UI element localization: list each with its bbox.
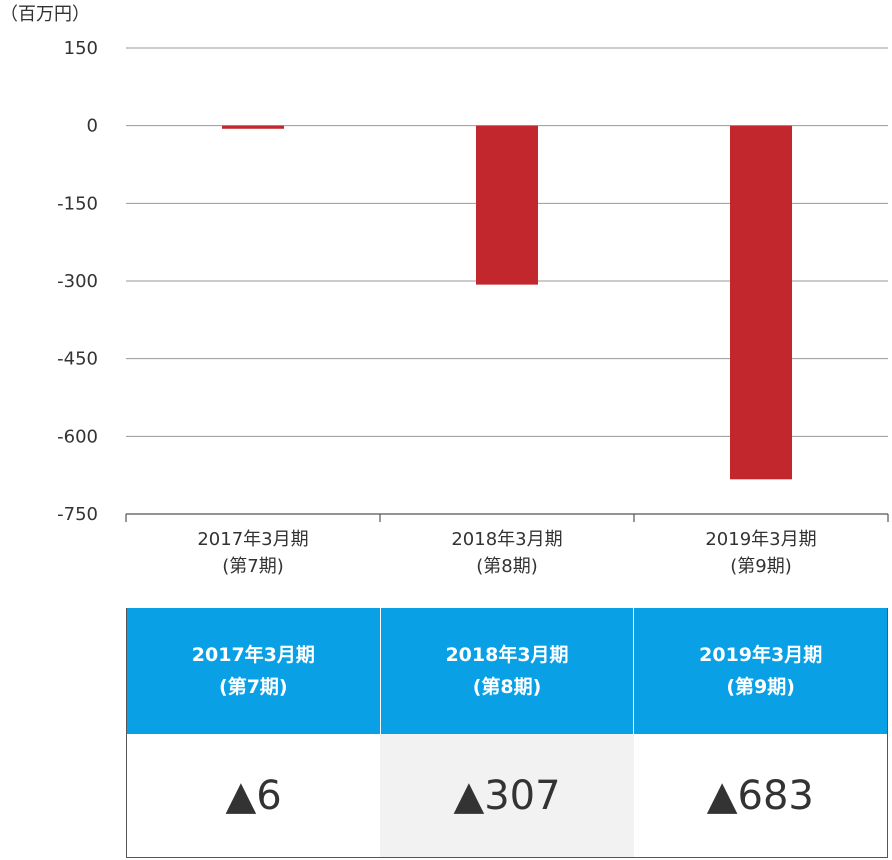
header-term: (第8期) (472, 676, 542, 698)
table-header-cell: 2017年3月期 (第7期) (127, 608, 381, 734)
y-tick-label: -600 (57, 426, 98, 447)
table-value-cell: ▲683 (706, 772, 814, 819)
unit-label: （百万円） (0, 4, 90, 25)
header-period: 2018年3月期 (445, 644, 569, 666)
bar (730, 125, 792, 480)
table-header-cell: 2019年3月期 (第9期) (634, 608, 887, 734)
header-term: (第7期) (219, 676, 288, 698)
category-labels: 2017年3月期 (第7期) 2018年3月期 (第8期) 2019年3月期 (第9期) (197, 529, 816, 577)
x-axis (125, 513, 889, 522)
bar-chart: （百万円） 150 0 -150 -300 -450 -600 -750 2017年3月期 (… (0, 4, 889, 577)
y-tick-label: 0 (87, 116, 98, 137)
table-value-cell: ▲307 (380, 734, 634, 857)
x-tick-label: 2017年3月期 (197, 529, 308, 550)
y-tick-label: 150 (64, 38, 98, 59)
table-value-cell: ▲6 (225, 772, 282, 819)
y-tick-label: -450 (57, 349, 98, 370)
header-term: (第9期) (726, 676, 795, 698)
y-tick-label: -750 (57, 504, 98, 525)
x-tick-sublabel: (第9期) (730, 556, 792, 577)
table-value-row: ▲6 ▲307 ▲683 (127, 734, 887, 857)
y-axis-ticks: 150 0 -150 -300 -450 -600 -750 (57, 38, 98, 525)
bars (222, 125, 792, 480)
header-period: 2017年3月期 (191, 644, 315, 666)
summary-table: 2017年3月期 (第7期) 2018年3月期 (第8期) 2019年3月期 (… (126, 608, 888, 858)
bar (222, 125, 284, 129)
x-tick-label: 2019年3月期 (705, 529, 816, 550)
y-tick-label: -300 (57, 271, 98, 292)
x-tick-sublabel: (第7期) (222, 556, 284, 577)
table-header-cell: 2018年3月期 (第8期) (381, 608, 635, 734)
x-tick-label: 2018年3月期 (451, 529, 562, 550)
y-tick-label: -150 (57, 193, 98, 214)
table-header-row: 2017年3月期 (第7期) 2018年3月期 (第8期) 2019年3月期 (… (127, 608, 887, 734)
x-tick-sublabel: (第8期) (476, 556, 538, 577)
header-period: 2019年3月期 (699, 644, 823, 666)
bar (476, 125, 538, 285)
